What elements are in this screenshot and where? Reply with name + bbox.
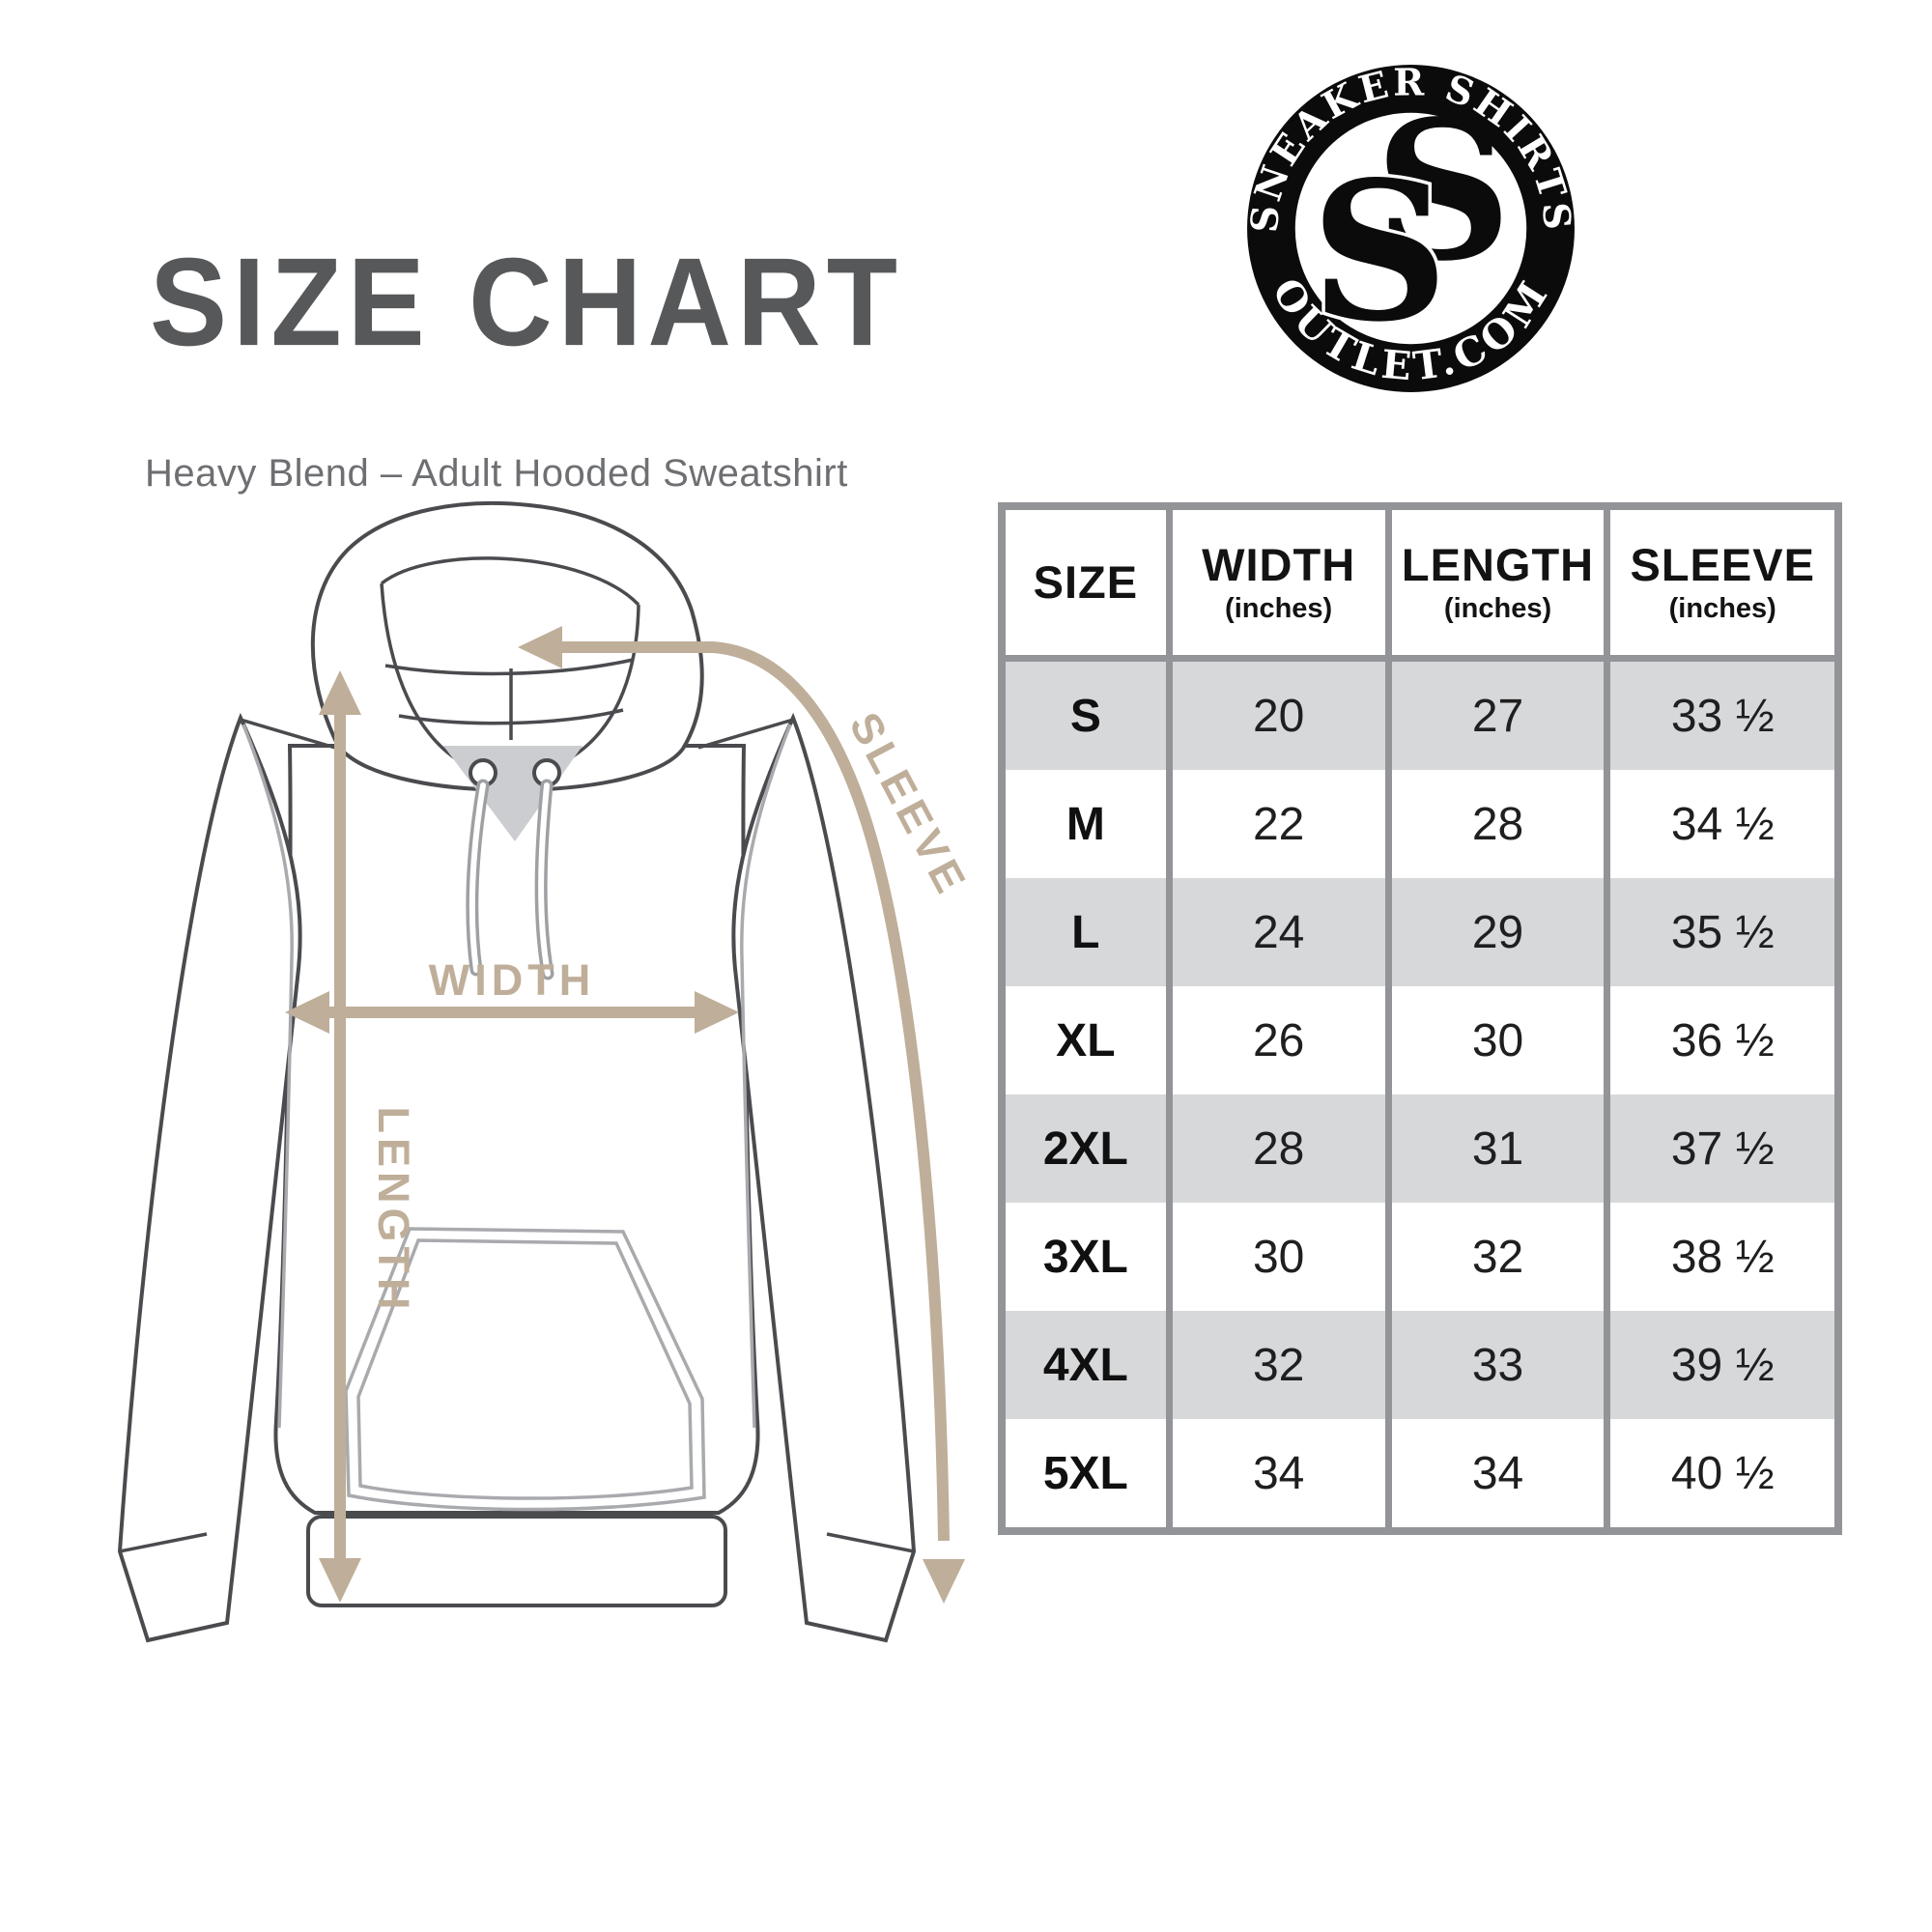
length-value-cell: 32 — [1384, 1203, 1607, 1311]
page-title: SIZE CHART — [150, 232, 903, 373]
sleeve-arrow — [518, 626, 965, 1604]
table-row-2xl: 2XL 28 31 37 ½ — [1002, 1094, 1838, 1203]
width-value-cell: 32 — [1165, 1311, 1389, 1419]
sleeve-value-cell: 34 ½ — [1604, 770, 1838, 878]
hem-band — [306, 1515, 727, 1607]
width-value-cell: 34 — [1165, 1419, 1389, 1531]
sleeve-value-cell: 35 ½ — [1604, 878, 1838, 986]
width-value-cell: 24 — [1165, 878, 1389, 986]
size-cell: 2XL — [1042, 1122, 1128, 1175]
sleeve-value-cell: 37 ½ — [1604, 1094, 1838, 1203]
size-cell: 5XL — [1042, 1447, 1128, 1499]
right-sleeve — [731, 712, 917, 1643]
left-seam — [242, 724, 294, 1429]
length-value-cell: 33 — [1384, 1311, 1607, 1419]
right-seam — [740, 724, 792, 1429]
size-table-header: SIZE WIDTH (inches) LENGTH (inches) SLEEVE (in… — [1002, 506, 1838, 662]
size-cell: M — [1065, 798, 1105, 850]
length-value-cell: 29 — [1384, 878, 1607, 986]
table-row-s: S 20 27 33 ½ — [1002, 658, 1838, 770]
width-value-cell: 20 — [1165, 658, 1389, 770]
length-value-cell: 31 — [1384, 1094, 1607, 1203]
size-table-container: SIZE WIDTH (inches) LENGTH (inches) SLEEVE (in… — [998, 502, 1842, 1535]
length-value-cell: 27 — [1384, 658, 1607, 770]
product-subtitle: Heavy Blend – Adult Hooded Sweatshirt — [145, 452, 848, 495]
logo-inner-circle — [1294, 112, 1527, 345]
width-arrow — [285, 991, 739, 1034]
table-row-5xl: 5XL 34 34 40 ½ — [1002, 1419, 1838, 1531]
table-row-xl: XL 26 30 36 ½ — [1002, 986, 1838, 1094]
table-row-3xl: 3XL 30 32 38 ½ — [1002, 1203, 1838, 1311]
size-cell: 4XL — [1042, 1339, 1128, 1391]
monogram-s-back: S — [1375, 78, 1513, 303]
length-value-cell: 28 — [1384, 770, 1607, 878]
table-row-l: L 24 29 35 ½ — [1002, 878, 1838, 986]
size-cell: XL — [1056, 1014, 1116, 1066]
size-table-body: S 20 27 33 ½ M 22 28 34 ½ L 24 29 35 ½ XL 26 30 36 ½ 2XL… — [1002, 658, 1838, 1531]
size-cell: S — [1069, 690, 1101, 742]
length-arrow — [319, 670, 361, 1603]
monogram-s-front: S — [1311, 139, 1449, 364]
sleeve-value-cell: 33 ½ — [1604, 658, 1838, 770]
size-table: SIZE WIDTH (inches) LENGTH (inches) SLEEVE (in… — [998, 502, 1842, 1535]
column-header-length: LENGTH (inches) — [1384, 506, 1607, 662]
width-label: WIDTH — [429, 955, 595, 1005]
length-label: LENGTH — [369, 1107, 418, 1315]
pocket-outline — [344, 1227, 706, 1512]
sleeve-value-cell: 40 ½ — [1604, 1419, 1838, 1531]
table-row-4xl: 4XL 32 33 39 ½ — [1002, 1311, 1838, 1419]
pocket-inner-line — [356, 1238, 694, 1500]
size-cell: 3XL — [1042, 1231, 1128, 1283]
width-value-cell: 28 — [1165, 1094, 1389, 1203]
left-drawstring-highlight — [469, 782, 486, 973]
left-cuff-line — [119, 1532, 208, 1553]
width-value-cell: 26 — [1165, 986, 1389, 1094]
left-sleeve — [117, 712, 302, 1643]
column-header-size: SIZE — [1002, 506, 1170, 662]
size-cell: L — [1071, 906, 1100, 958]
left-shoulder-line — [240, 718, 336, 750]
column-header-width: WIDTH (inches) — [1165, 506, 1389, 662]
right-drawstring-highlight — [538, 782, 551, 977]
length-value-cell: 30 — [1384, 986, 1607, 1094]
right-shoulder-line — [697, 718, 794, 750]
column-header-sleeve: SLEEVE (inches) — [1604, 506, 1838, 662]
sleeve-value-cell: 38 ½ — [1604, 1203, 1838, 1311]
sleeve-value-cell: 39 ½ — [1604, 1311, 1838, 1419]
table-row-m: M 22 28 34 ½ — [1002, 770, 1838, 878]
width-value-cell: 22 — [1165, 770, 1389, 878]
sleeve-value-cell: 36 ½ — [1604, 986, 1838, 1094]
width-value-cell: 30 — [1165, 1203, 1389, 1311]
right-cuff-line — [826, 1532, 915, 1553]
length-value-cell: 34 — [1384, 1419, 1607, 1531]
brand-logo: SNEAKER SHIRTS OUTLET.COM S S — [1244, 62, 1576, 392]
